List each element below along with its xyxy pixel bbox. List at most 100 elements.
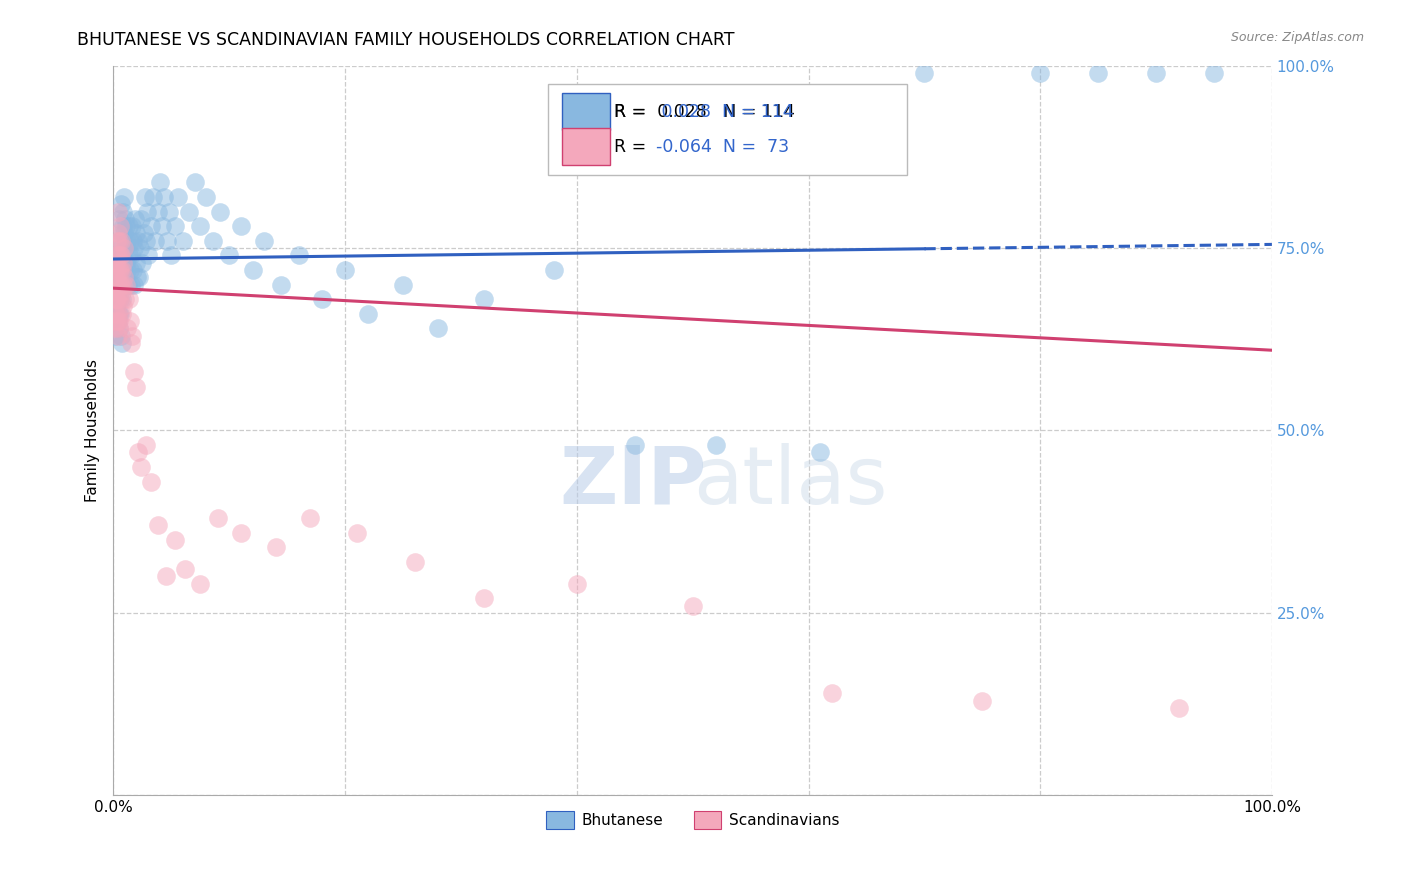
Point bbox=[105, 314, 128, 328]
Point bbox=[122, 365, 145, 379]
Point bbox=[112, 263, 135, 277]
Point bbox=[103, 285, 125, 299]
Point bbox=[105, 234, 128, 248]
Point bbox=[270, 277, 292, 292]
Point bbox=[110, 292, 132, 306]
Point bbox=[104, 307, 127, 321]
Point bbox=[135, 438, 157, 452]
Point bbox=[111, 248, 134, 262]
Point bbox=[108, 277, 131, 292]
Point bbox=[190, 219, 212, 234]
Point bbox=[1168, 701, 1191, 715]
Text: ZIP: ZIP bbox=[560, 442, 707, 521]
Point bbox=[105, 270, 128, 285]
Point bbox=[104, 307, 127, 321]
Point bbox=[107, 292, 129, 306]
Point bbox=[111, 263, 134, 277]
Point bbox=[190, 576, 212, 591]
Point bbox=[104, 255, 127, 269]
Point bbox=[218, 248, 240, 262]
Point bbox=[104, 321, 127, 335]
Point bbox=[160, 248, 183, 262]
Point bbox=[110, 263, 132, 277]
Point bbox=[114, 241, 136, 255]
Point bbox=[124, 255, 146, 269]
Text: 0.028  N = 114: 0.028 N = 114 bbox=[655, 103, 793, 120]
Point bbox=[163, 219, 186, 234]
Point bbox=[111, 263, 134, 277]
Text: R =: R = bbox=[614, 103, 651, 120]
Point bbox=[115, 219, 138, 234]
Point bbox=[110, 277, 132, 292]
Point bbox=[129, 241, 152, 255]
Point bbox=[104, 328, 127, 343]
Point bbox=[124, 380, 146, 394]
Point bbox=[136, 204, 159, 219]
Point bbox=[120, 248, 142, 262]
Point bbox=[132, 227, 155, 241]
Point bbox=[912, 66, 935, 80]
Point bbox=[122, 277, 145, 292]
Point bbox=[207, 511, 229, 525]
Point bbox=[104, 263, 127, 277]
Point bbox=[157, 204, 180, 219]
Point bbox=[134, 190, 156, 204]
Point bbox=[117, 321, 139, 335]
Point bbox=[121, 328, 143, 343]
Point bbox=[107, 292, 129, 306]
Point bbox=[543, 263, 565, 277]
Point bbox=[357, 307, 380, 321]
Point bbox=[115, 263, 138, 277]
Point bbox=[124, 211, 146, 226]
Point bbox=[105, 248, 128, 262]
Point bbox=[104, 314, 127, 328]
Point bbox=[139, 219, 162, 234]
Point bbox=[104, 263, 127, 277]
Text: Source: ZipAtlas.com: Source: ZipAtlas.com bbox=[1230, 31, 1364, 45]
Point bbox=[105, 285, 128, 299]
Point bbox=[111, 255, 134, 269]
Point bbox=[107, 227, 129, 241]
Point bbox=[565, 576, 588, 591]
Point bbox=[117, 234, 139, 248]
Point bbox=[288, 248, 311, 262]
Point bbox=[142, 190, 165, 204]
Legend: Bhutanese, Scandinavians: Bhutanese, Scandinavians bbox=[540, 805, 845, 835]
Text: atlas: atlas bbox=[693, 442, 887, 521]
Point bbox=[125, 270, 148, 285]
Point bbox=[111, 227, 134, 241]
Point bbox=[108, 263, 131, 277]
Point bbox=[104, 270, 127, 285]
Point bbox=[150, 219, 173, 234]
Point bbox=[107, 277, 129, 292]
Point bbox=[110, 234, 132, 248]
Point bbox=[129, 211, 152, 226]
Text: -0.064  N =  73: -0.064 N = 73 bbox=[655, 137, 789, 155]
Point bbox=[110, 197, 132, 211]
Point bbox=[115, 277, 138, 292]
Point bbox=[209, 204, 232, 219]
Point bbox=[108, 255, 131, 269]
Point bbox=[127, 445, 149, 459]
Point bbox=[229, 219, 252, 234]
FancyBboxPatch shape bbox=[562, 128, 610, 165]
Point bbox=[105, 263, 128, 277]
Point bbox=[103, 285, 125, 299]
Point bbox=[125, 227, 148, 241]
Point bbox=[155, 569, 177, 583]
Point bbox=[299, 511, 322, 525]
Point bbox=[107, 314, 129, 328]
Point bbox=[112, 219, 135, 234]
Text: BHUTANESE VS SCANDINAVIAN FAMILY HOUSEHOLDS CORRELATION CHART: BHUTANESE VS SCANDINAVIAN FAMILY HOUSEHO… bbox=[77, 31, 735, 49]
Point bbox=[107, 263, 129, 277]
Point bbox=[105, 263, 128, 277]
Point bbox=[972, 693, 994, 707]
Point bbox=[177, 204, 200, 219]
FancyBboxPatch shape bbox=[562, 94, 610, 130]
Point bbox=[117, 277, 139, 292]
Point bbox=[107, 248, 129, 262]
Point bbox=[110, 234, 132, 248]
Point bbox=[311, 292, 333, 306]
Point bbox=[111, 277, 134, 292]
Point bbox=[143, 234, 166, 248]
